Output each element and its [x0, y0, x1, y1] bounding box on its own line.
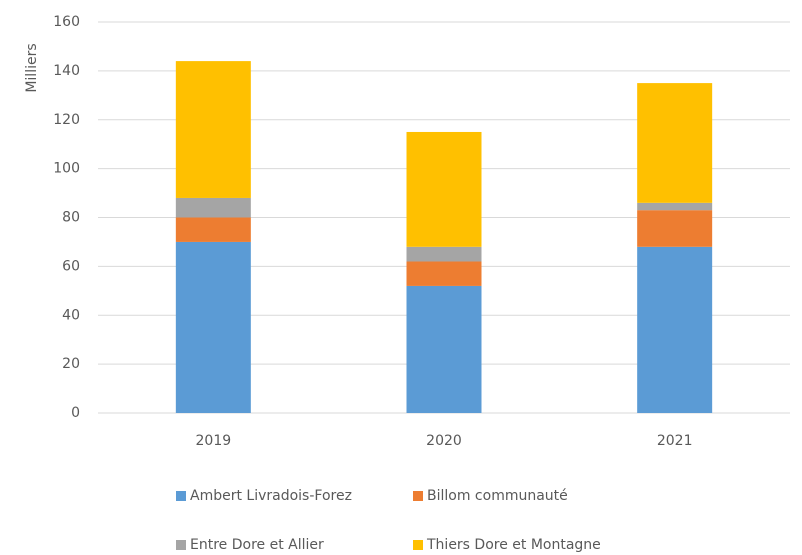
y-tick-label: 0 — [71, 405, 80, 421]
legend-swatch — [413, 491, 423, 501]
y-tick-label: 20 — [62, 356, 80, 372]
y-tick-label: 140 — [53, 63, 80, 79]
y-tick-label: 120 — [53, 112, 80, 128]
x-tick-label: 2019 — [196, 433, 232, 449]
x-tick-label: 2021 — [657, 433, 693, 449]
bar-segment — [406, 131, 482, 247]
y-tick-label: 160 — [53, 14, 80, 30]
y-tick-label: 80 — [62, 210, 80, 226]
y-tick-label: 100 — [53, 161, 80, 177]
x-tick-label: 2020 — [426, 433, 462, 449]
bar-segment — [406, 285, 482, 413]
bar-segment — [175, 197, 251, 218]
legend-label: Billom communauté — [427, 488, 568, 504]
bar-segment — [406, 246, 482, 262]
bar-segment — [637, 83, 713, 203]
legend-label: Thiers Dore et Montagne — [426, 537, 601, 553]
bar-segment — [637, 210, 713, 247]
legend-swatch — [176, 491, 186, 501]
y-tick-label: 60 — [62, 258, 80, 274]
bar-segment — [637, 246, 713, 413]
bar-segment — [175, 61, 251, 198]
legend-swatch — [413, 540, 423, 550]
bar-segment — [637, 202, 713, 211]
bar-segment — [175, 217, 251, 242]
legend-label: Ambert Livradois-Forez — [190, 488, 352, 504]
bar-segment — [175, 241, 251, 413]
y-axis-title: Milliers — [24, 43, 40, 92]
legend-swatch — [176, 540, 186, 550]
legend-label: Entre Dore et Allier — [190, 537, 324, 553]
bar-segment — [406, 261, 482, 286]
y-tick-label: 40 — [62, 307, 80, 323]
